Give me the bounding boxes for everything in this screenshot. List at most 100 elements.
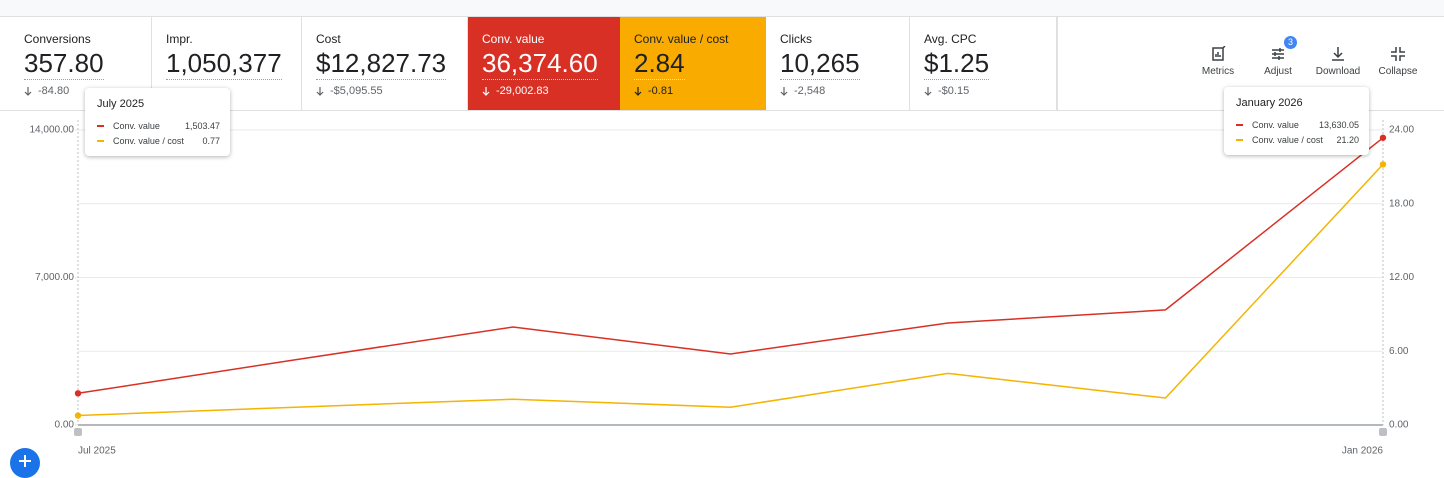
hover-point <box>1379 161 1387 168</box>
arrow-down-icon <box>924 86 932 96</box>
tooltip-value: 21.20 <box>1336 134 1359 145</box>
y2-tick-label: 6.00 <box>1389 346 1409 357</box>
tooltip: January 2026 Conv. value 13,630.05 Conv. va… <box>1224 87 1369 155</box>
series-name: Conv. value / cost <box>1252 134 1323 145</box>
arrow <box>316 86 324 96</box>
legend-swatch <box>97 124 104 127</box>
icon-shape <box>1332 47 1344 61</box>
metric-label: Cost <box>316 32 341 46</box>
metric-value: $1.25 <box>924 48 990 80</box>
toolbar-label: Adjust <box>1264 66 1292 77</box>
toolbar-button[interactable]: Download <box>1308 46 1368 77</box>
metric-delta: -2,548 <box>780 85 909 97</box>
tooltip: July 2025 Conv. value 1,503.47 Conv. value … <box>85 88 230 156</box>
tooltip-value: 1,503.47 <box>184 120 220 131</box>
delta-text: -84.80 <box>38 85 70 97</box>
metric-card[interactable]: Conv. value / cost 2.84 -0.81 <box>620 17 766 110</box>
series-name: Conv. value <box>1252 119 1299 130</box>
tooltip-value: 13,630.05 <box>1318 119 1359 130</box>
arrow <box>24 86 32 96</box>
legend-swatch <box>1236 123 1243 126</box>
y2-tick-label: 18.00 <box>1389 198 1414 209</box>
delta-text: -0.81 <box>648 85 674 97</box>
metric-card[interactable]: Impr. 1,050,377 <box>152 17 302 110</box>
legend-swatch <box>97 139 104 142</box>
metric-value: 1,050,377 <box>166 48 282 80</box>
arrow-down-icon <box>316 86 324 96</box>
toolbar-label: Collapse <box>1378 66 1418 77</box>
arrow-down-icon <box>780 86 788 96</box>
series-name: Conv. value / cost <box>113 135 184 146</box>
icon-shape <box>1212 46 1226 61</box>
delta-text: -$5,095.55 <box>330 85 383 97</box>
hover-point <box>74 390 82 397</box>
metric-delta: -84.80 <box>24 85 151 97</box>
tooltip-value: 0.77 <box>202 135 220 146</box>
metric-card[interactable]: Clicks 10,265 -2,548 <box>766 17 910 110</box>
metric-value-wrap: $1.25 <box>924 48 1056 80</box>
arrow <box>780 86 788 96</box>
delta-text: -$0.15 <box>938 85 970 97</box>
y-tick-label: 0.00 <box>55 420 75 431</box>
add-button[interactable] <box>10 448 40 478</box>
tooltip-row: Conv. value / cost 0.77 <box>97 133 220 148</box>
y-tick-label: 14,000.00 <box>30 125 75 136</box>
range-handle <box>1379 428 1387 436</box>
arrow <box>482 86 490 96</box>
metric-delta: -$5,095.55 <box>316 85 467 97</box>
metric-value-wrap: 2.84 <box>634 48 766 80</box>
arrow-down-icon <box>482 86 490 96</box>
toolbar-label: Download <box>1315 66 1361 77</box>
metric-cards: Conversions 357.80 -84.80 Impr. 1,050,377 Cos… <box>10 17 1057 110</box>
arrow-down-icon <box>24 86 32 96</box>
arrow <box>924 86 932 96</box>
metric-delta: -$0.15 <box>924 85 1056 97</box>
tooltip-row: Conv. value 13,630.05 <box>1236 117 1359 132</box>
toolbar-icon <box>1212 46 1226 61</box>
delta-text: -29,002.83 <box>496 85 549 97</box>
metric-value-wrap: 10,265 <box>780 48 909 80</box>
metric-label: Impr. <box>166 32 193 46</box>
toolbar-button[interactable]: Metrics <box>1188 46 1248 77</box>
metric-label: Avg. CPC <box>924 32 977 46</box>
y-tick-label: 7,000.00 <box>35 272 74 283</box>
toolbar-label: Metrics <box>1201 66 1235 77</box>
metric-card[interactable]: Avg. CPC $1.25 -$0.15 <box>910 17 1057 110</box>
icon-shape <box>1391 47 1405 61</box>
metric-label: Conversions <box>24 32 91 46</box>
metric-label: Conv. value <box>482 32 545 46</box>
metric-value: 36,374.60 <box>482 48 598 80</box>
hover-point <box>1379 134 1387 141</box>
arrow <box>634 86 642 96</box>
toolbar-icon <box>1391 47 1405 61</box>
metric-value: $12,827.73 <box>316 48 447 80</box>
metric-value: 2.84 <box>634 48 685 80</box>
metric-value-wrap: $12,827.73 <box>316 48 467 80</box>
chart: 0.00 7,000.00 14,000.00 0.00 6.00 12.00 18.00 2… <box>30 120 1414 457</box>
tooltip-row: Conv. value 1,503.47 <box>97 118 220 133</box>
hover-point <box>74 412 82 419</box>
metric-card[interactable]: Cost $12,827.73 -$5,095.55 <box>302 17 468 110</box>
metric-card[interactable]: Conversions 357.80 -84.80 <box>10 17 152 110</box>
metric-card[interactable]: Conv. value 36,374.60 -29,002.83 <box>468 17 620 110</box>
series-line <box>77 163 1384 417</box>
metric-delta: -0.81 <box>634 85 766 97</box>
toolbar-icon <box>1272 48 1284 60</box>
tooltip-title: July 2025 <box>97 98 145 110</box>
legend-swatch <box>1236 138 1243 141</box>
toolbar-button[interactable]: Collapse <box>1368 46 1428 77</box>
toolbar-icon <box>1332 47 1344 61</box>
top-bar <box>0 0 1444 17</box>
metric-value: 357.80 <box>24 48 104 80</box>
x-tick-label: Jul 2025 <box>78 446 116 457</box>
y2-tick-label: 0.00 <box>1389 420 1409 431</box>
toolbar-button[interactable]: Adjust 3 <box>1248 36 1308 77</box>
icon-shape <box>1272 48 1284 60</box>
metric-delta: -29,002.83 <box>482 85 620 97</box>
delta-text: -2,548 <box>794 85 826 97</box>
series-name: Conv. value <box>113 120 160 131</box>
range-handle <box>74 428 82 436</box>
metric-value-wrap: 1,050,377 <box>166 48 301 80</box>
metric-value-wrap: 357.80 <box>24 48 151 80</box>
